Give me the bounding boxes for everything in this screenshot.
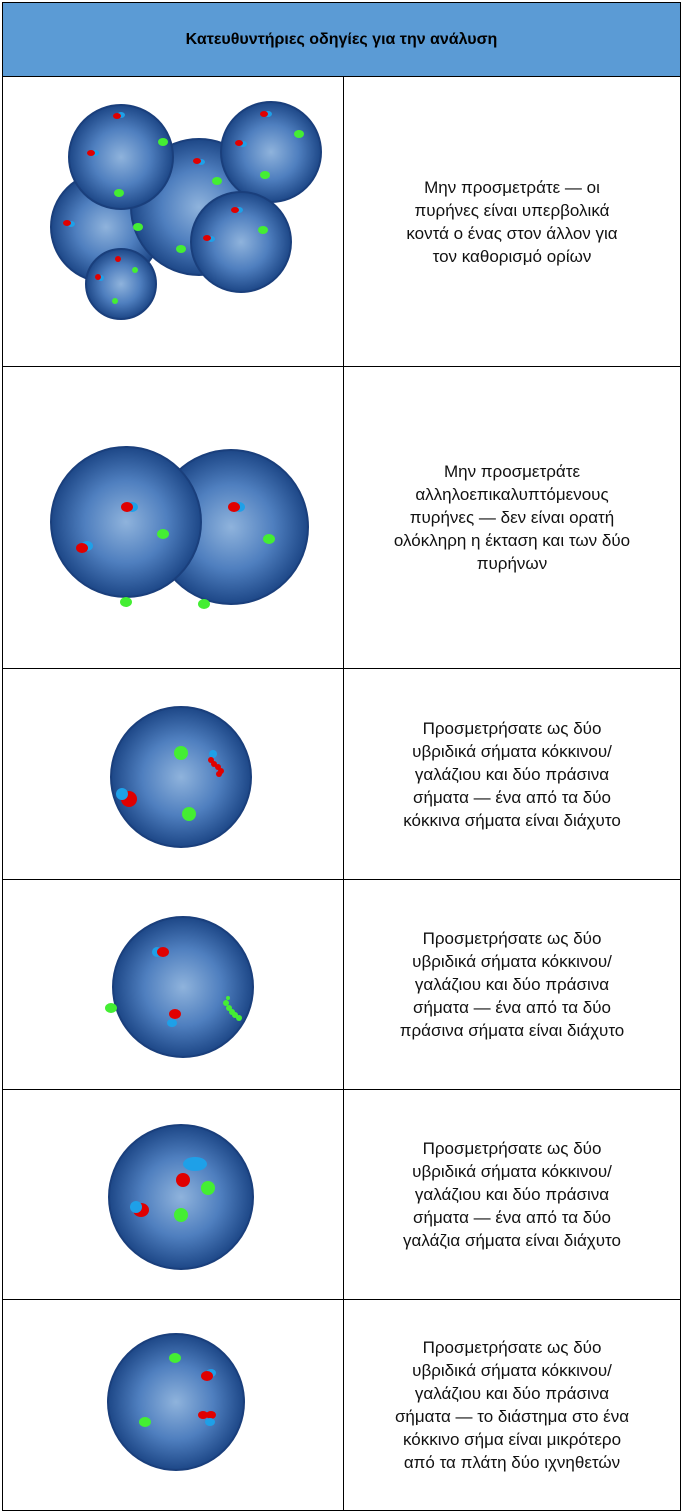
signal — [205, 1418, 215, 1426]
image-cell — [3, 77, 344, 366]
signal — [236, 1015, 242, 1021]
nuclei-image — [50, 101, 322, 320]
signal — [63, 220, 71, 226]
signal — [95, 274, 101, 280]
signal — [132, 267, 138, 273]
signal — [201, 1371, 213, 1381]
image-cell — [3, 880, 344, 1089]
signal — [121, 502, 133, 512]
nucleus — [107, 1333, 245, 1471]
signal — [226, 996, 230, 1000]
table-row: Προσμετρήσατε ως δύο υβριδικά σήματα κόκ… — [3, 1090, 680, 1300]
signal — [76, 543, 88, 553]
signal — [174, 1208, 188, 1222]
signal — [113, 113, 121, 119]
signal — [158, 138, 168, 146]
image-cell — [3, 1090, 344, 1299]
signal — [182, 807, 196, 821]
signal — [193, 158, 201, 164]
table-row: Προσμετρήσατε ως δύο υβριδικά σήματα κόκ… — [3, 1300, 680, 1510]
nuclei-image — [108, 1124, 254, 1270]
nuclei-image — [105, 916, 254, 1058]
signal — [203, 235, 211, 241]
signal — [206, 1411, 216, 1419]
nucleus — [190, 191, 292, 293]
signal — [231, 207, 239, 213]
guideline-text: Μην προσμετράτε — οι πυρήνες είναι υπερβ… — [406, 177, 618, 266]
signal — [133, 223, 143, 231]
nucleus — [112, 916, 254, 1058]
signal — [112, 298, 118, 304]
table-row: Προσμετρήσατε ως δύο υβριδικά σήματα κόκ… — [3, 880, 680, 1090]
signal — [235, 140, 243, 146]
guideline-text: Προσμετρήσατε ως δύο υβριδικά σήματα κόκ… — [399, 929, 625, 1040]
nucleus — [68, 104, 174, 210]
signal — [176, 1173, 190, 1187]
signal — [167, 1019, 177, 1027]
signal — [223, 1000, 229, 1006]
image-cell — [3, 669, 344, 879]
signal — [198, 1411, 208, 1419]
signal — [130, 1201, 142, 1213]
table-header: Κατευθυντήριες οδηγίες για την ανάλυση — [3, 3, 680, 77]
nuclei-image — [107, 1333, 245, 1471]
signal — [209, 750, 217, 758]
table-row: Μην προσμετράτε αλληλοεπικαλυπτόμενους π… — [3, 367, 680, 669]
signal — [87, 150, 95, 156]
signal — [183, 1157, 207, 1171]
nucleus — [50, 446, 202, 598]
signal — [258, 226, 268, 234]
signal — [263, 534, 275, 544]
nucleus — [85, 248, 157, 320]
nucleus — [108, 1124, 254, 1270]
signal — [157, 947, 169, 957]
signal — [169, 1009, 181, 1019]
nuclei-image — [110, 706, 252, 848]
signal — [260, 171, 270, 179]
guideline-text: Προσμετρήσατε ως δύο υβριδικά σήματα κόκ… — [394, 1338, 630, 1472]
nucleus — [110, 706, 252, 848]
signal — [116, 788, 128, 800]
signal — [260, 111, 268, 117]
signal — [201, 1181, 215, 1195]
signal — [212, 177, 222, 185]
image-cell — [3, 367, 344, 668]
signal — [157, 529, 169, 539]
signal — [228, 502, 240, 512]
signal — [169, 1353, 181, 1363]
signal — [198, 599, 210, 609]
signal — [114, 189, 124, 197]
signal — [176, 245, 186, 253]
nucleus — [220, 101, 322, 203]
signal — [294, 130, 304, 138]
signal — [115, 256, 121, 262]
signal — [174, 746, 188, 760]
image-cell — [3, 1300, 344, 1510]
nuclei-image — [50, 446, 309, 609]
signal — [216, 771, 222, 777]
signal — [139, 1417, 151, 1427]
guideline-text: Μην προσμετράτε αλληλοεπικαλυπτόμενους π… — [393, 462, 631, 573]
table-row: Μην προσμετράτε — οι πυρήνες είναι υπερβ… — [3, 77, 680, 367]
signal — [120, 597, 132, 607]
guideline-text: Προσμετρήσατε ως δύο υβριδικά σήματα κόκ… — [403, 718, 621, 830]
signal — [105, 1003, 117, 1013]
guideline-text: Προσμετρήσατε ως δύο υβριδικά σήματα κόκ… — [403, 1139, 621, 1250]
table-row: Προσμετρήσατε ως δύο υβριδικά σήματα κόκ… — [3, 669, 680, 880]
